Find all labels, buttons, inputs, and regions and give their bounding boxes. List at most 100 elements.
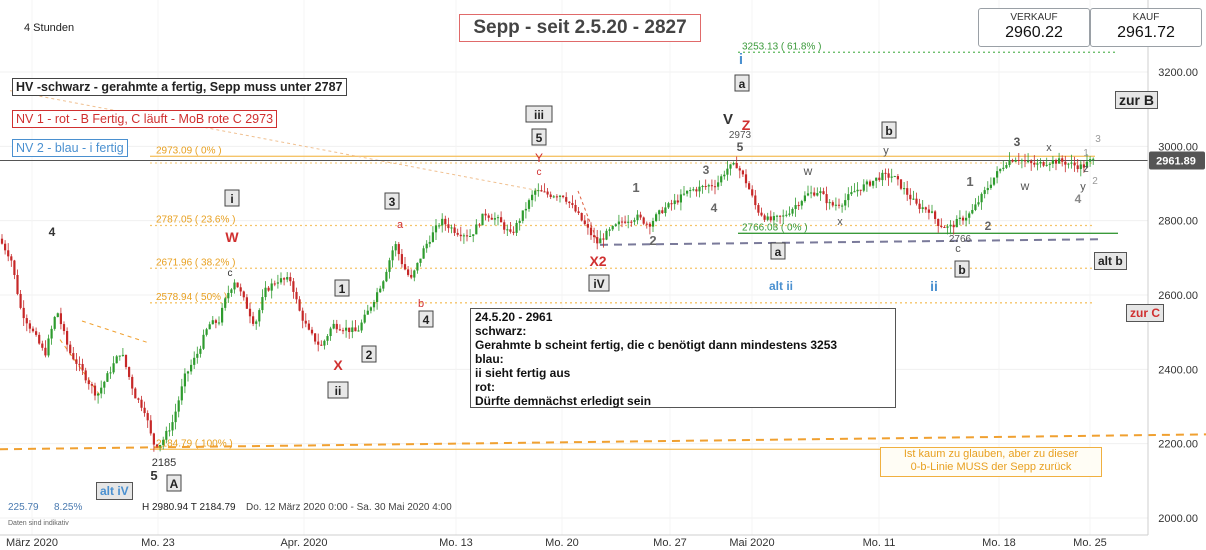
note-line: Gerahmte b scheint fertig, die c benötig… bbox=[475, 338, 838, 352]
candle-body bbox=[227, 292, 230, 299]
candle-body bbox=[323, 340, 326, 346]
wave-box bbox=[166, 474, 182, 492]
candle-body bbox=[775, 215, 779, 217]
candle-body bbox=[62, 324, 66, 332]
candle-body bbox=[655, 214, 658, 221]
candle-body bbox=[627, 221, 630, 223]
last-price-label: 2961.89 bbox=[1156, 155, 1196, 167]
wave-label: x bbox=[1046, 142, 1052, 154]
candle-body bbox=[388, 260, 391, 272]
candle-body bbox=[100, 387, 103, 394]
x-tick-label: Mo. 20 bbox=[545, 537, 579, 549]
candle-body bbox=[205, 329, 208, 335]
candle-body bbox=[782, 215, 785, 217]
candle-body bbox=[140, 399, 143, 408]
wave-label: alt ii bbox=[769, 279, 793, 293]
candle-body bbox=[441, 218, 444, 226]
support-note-line2: 0-b-Linie MUSS der Sepp zurück bbox=[910, 461, 1072, 473]
wave-label: V bbox=[723, 111, 733, 128]
wave-label: Y bbox=[535, 151, 543, 165]
candle-body bbox=[686, 190, 689, 194]
wave-label: 2185 bbox=[152, 457, 176, 469]
candle-body bbox=[81, 364, 84, 371]
candle-body bbox=[853, 191, 856, 193]
candle-body bbox=[707, 185, 710, 187]
note-line: blau: bbox=[475, 352, 504, 366]
candle-body bbox=[106, 373, 109, 382]
candle-body bbox=[927, 209, 930, 213]
candle-body bbox=[968, 213, 971, 218]
candle-body bbox=[983, 190, 986, 194]
last-price-badge bbox=[1149, 151, 1205, 170]
candle-body bbox=[906, 188, 909, 195]
candle-body bbox=[314, 333, 317, 342]
candle-body bbox=[921, 207, 924, 209]
wave-label: b bbox=[418, 298, 424, 310]
candle-body bbox=[162, 439, 165, 445]
buy-label: KAUF bbox=[1132, 12, 1160, 23]
wave-label: 5 bbox=[737, 140, 744, 154]
wave-label: 5 bbox=[150, 468, 157, 483]
candle-body bbox=[1082, 164, 1085, 168]
candle-body bbox=[118, 355, 121, 357]
candle-body bbox=[1067, 163, 1070, 165]
note-line: 24.5.20 - 2961 bbox=[475, 310, 553, 324]
candle-body bbox=[748, 183, 751, 190]
candle-body bbox=[66, 331, 69, 345]
candle-body bbox=[224, 298, 227, 308]
tag-alt-b: alt b bbox=[1094, 252, 1127, 270]
candle-body bbox=[751, 189, 754, 196]
candle-body bbox=[624, 221, 627, 223]
candle-body bbox=[816, 193, 819, 196]
candle-body bbox=[834, 204, 837, 206]
buy-price-box[interactable]: KAUF 2961.72 bbox=[1090, 8, 1202, 47]
candle-body bbox=[738, 168, 741, 171]
sell-price-box[interactable]: VERKAUF 2960.22 bbox=[978, 8, 1090, 47]
candle-body bbox=[31, 328, 35, 332]
candle-body bbox=[357, 330, 360, 332]
candle-body bbox=[478, 224, 481, 226]
candle-body bbox=[580, 213, 583, 221]
candle-body bbox=[329, 328, 332, 337]
candle-body bbox=[59, 313, 62, 325]
candle-body bbox=[1008, 160, 1011, 166]
candle-body bbox=[351, 327, 354, 333]
candle-body bbox=[673, 200, 676, 205]
x-tick-label: März 2020 bbox=[6, 537, 58, 549]
wave-box-label: 4 bbox=[423, 313, 430, 327]
footer-ohlc: H 2980.94 T 2184.79 bbox=[142, 502, 236, 513]
candle-body bbox=[307, 323, 310, 330]
candle-body bbox=[438, 225, 441, 227]
candle-body bbox=[527, 200, 531, 209]
wave-label: y bbox=[1080, 181, 1086, 193]
candle-body bbox=[190, 364, 193, 372]
x-tick-label: Mo. 18 bbox=[982, 537, 1016, 549]
candle-body bbox=[255, 321, 258, 324]
candle-body bbox=[893, 176, 896, 178]
candle-body bbox=[1030, 161, 1033, 163]
analysis-note: 24.5.20 - 2961 schwarz: Gerahmte b schei… bbox=[470, 308, 896, 408]
candle-body bbox=[723, 174, 726, 177]
candle-body bbox=[44, 347, 47, 356]
candle-body bbox=[1079, 164, 1082, 170]
candle-body bbox=[13, 260, 16, 275]
candle-body bbox=[661, 210, 664, 214]
candle-body bbox=[574, 204, 577, 212]
candle-body bbox=[208, 324, 211, 330]
candle-body bbox=[128, 367, 131, 377]
candle-body bbox=[958, 217, 961, 220]
candle-body bbox=[258, 310, 261, 322]
candle-body bbox=[273, 283, 276, 285]
wave-box bbox=[588, 274, 610, 292]
candle-body bbox=[837, 204, 841, 206]
candle-body bbox=[124, 354, 128, 368]
candle-body bbox=[887, 173, 890, 178]
candle-body bbox=[279, 278, 283, 283]
candle-body bbox=[912, 198, 915, 200]
candle-body bbox=[676, 200, 679, 203]
candle-body bbox=[419, 258, 422, 263]
candle-body bbox=[171, 422, 174, 431]
wave-box-label: iii bbox=[534, 108, 544, 122]
candle-body bbox=[865, 181, 868, 185]
